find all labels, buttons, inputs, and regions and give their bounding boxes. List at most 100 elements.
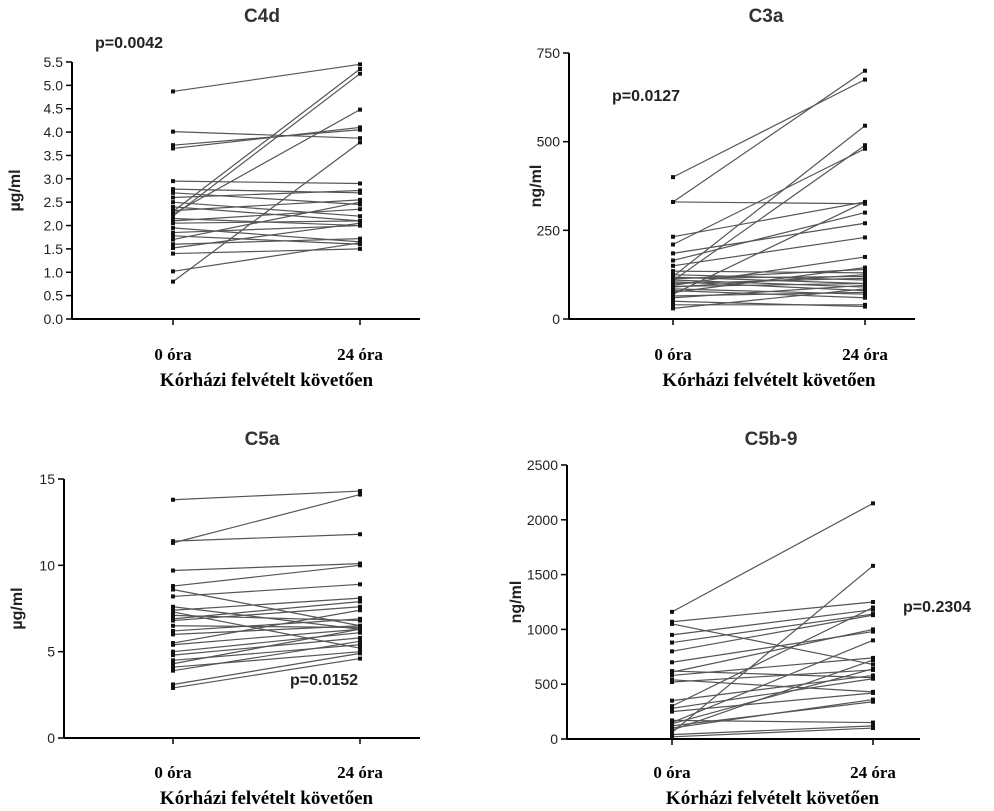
x-axis-label: Kórházi felvételt követően <box>160 370 374 391</box>
paired-line <box>172 180 361 185</box>
paired-line <box>671 659 874 731</box>
paired-line <box>172 583 361 598</box>
y-tick-label: 5 <box>47 644 55 660</box>
paired-line <box>172 248 361 255</box>
paired-line <box>672 288 866 309</box>
y-axis-label: ng/ml <box>528 165 545 208</box>
y-tick-label: 1500 <box>527 567 558 583</box>
data-point-0h <box>670 619 674 624</box>
data-point-0h <box>171 211 175 216</box>
data-point-24h <box>358 599 362 604</box>
paired-line <box>172 242 361 272</box>
paired-line <box>172 493 361 544</box>
data-point-0h <box>670 709 674 714</box>
data-point-0h <box>670 670 674 675</box>
data-point-24h <box>871 720 875 725</box>
paired-line <box>172 63 361 93</box>
data-point-0h <box>171 653 175 658</box>
data-point-24h <box>871 629 875 634</box>
paired-line <box>671 679 874 693</box>
data-point-24h <box>863 123 867 128</box>
paired-line <box>672 125 866 277</box>
y-tick-label: 2000 <box>527 512 558 528</box>
paired-line <box>172 201 361 241</box>
data-point-0h <box>670 673 674 678</box>
y-tick-label: 0.0 <box>44 311 64 327</box>
paired-line <box>671 502 874 613</box>
paired-line <box>672 282 866 287</box>
data-point-24h <box>863 302 867 307</box>
y-tick-label: 0 <box>552 311 560 327</box>
paired-line <box>671 613 874 644</box>
paired-line <box>672 266 866 293</box>
data-point-0h <box>171 623 175 628</box>
data-point-0h <box>670 730 674 735</box>
data-point-0h <box>171 568 175 573</box>
data-point-24h <box>863 235 867 240</box>
paired-line <box>172 533 361 542</box>
data-point-0h <box>171 497 175 502</box>
paired-line <box>671 657 874 677</box>
y-tick-label: 1.5 <box>44 241 64 257</box>
data-point-0h <box>670 723 674 728</box>
data-point-24h <box>358 582 362 587</box>
data-point-0h <box>171 143 175 148</box>
paired-line <box>671 725 874 736</box>
data-point-24h <box>871 690 875 695</box>
paired-line <box>671 674 874 702</box>
data-point-24h <box>863 283 867 288</box>
data-point-0h <box>670 640 674 645</box>
data-point-0h <box>171 230 175 235</box>
y-tick-label: 0 <box>550 731 558 747</box>
x-category-label: 0 óra <box>154 345 192 364</box>
paired-line <box>172 201 361 217</box>
data-point-24h <box>863 290 867 295</box>
data-point-24h <box>358 492 362 497</box>
chart-title: C5a <box>245 429 280 450</box>
paired-line <box>672 212 866 262</box>
data-point-24h <box>871 723 875 728</box>
x-category-label: 24 óra <box>337 345 383 364</box>
chart-3: C5b-9 0 500 1000 1500 2000 2500 ng/ml 0 óra 24 ór… <box>508 429 971 809</box>
data-point-0h <box>171 216 175 221</box>
paired-line <box>172 600 361 620</box>
data-point-24h <box>871 501 875 506</box>
data-point-0h <box>171 642 175 647</box>
data-point-0h <box>171 237 175 242</box>
data-point-0h <box>671 269 675 274</box>
data-point-24h <box>358 200 362 205</box>
data-point-0h <box>171 242 175 247</box>
x-axis-label: Kórházi felvételt követően <box>662 370 876 391</box>
data-point-0h <box>171 233 175 238</box>
data-point-0h <box>670 704 674 709</box>
y-tick-label: 3.0 <box>44 171 64 187</box>
data-point-0h <box>671 175 675 180</box>
data-point-24h <box>358 240 362 245</box>
data-point-0h <box>670 609 674 614</box>
p-value-annotation: p=0.2304 <box>903 599 971 616</box>
data-point-0h <box>171 632 175 637</box>
y-tick-label: 500 <box>535 676 559 692</box>
data-point-0h <box>670 698 674 703</box>
x-category-label: 24 óra <box>337 763 383 782</box>
paired-line <box>672 144 866 282</box>
data-point-24h <box>358 651 362 656</box>
paired-line <box>671 727 874 738</box>
data-point-24h <box>358 630 362 635</box>
data-point-24h <box>358 246 362 251</box>
paired-line <box>672 256 866 286</box>
data-point-0h <box>171 668 175 673</box>
x-category-label: 24 óra <box>842 345 888 364</box>
data-point-0h <box>171 609 175 614</box>
paired-line <box>172 235 361 245</box>
paired-line <box>672 274 866 288</box>
data-point-24h <box>358 202 362 207</box>
data-point-0h <box>171 613 175 618</box>
data-point-24h <box>358 214 362 219</box>
data-point-24h <box>358 616 362 621</box>
y-tick-label: 4.0 <box>44 124 64 140</box>
data-point-24h <box>863 254 867 259</box>
data-point-24h <box>871 627 875 632</box>
data-point-0h <box>670 718 674 723</box>
paired-line <box>172 628 361 665</box>
